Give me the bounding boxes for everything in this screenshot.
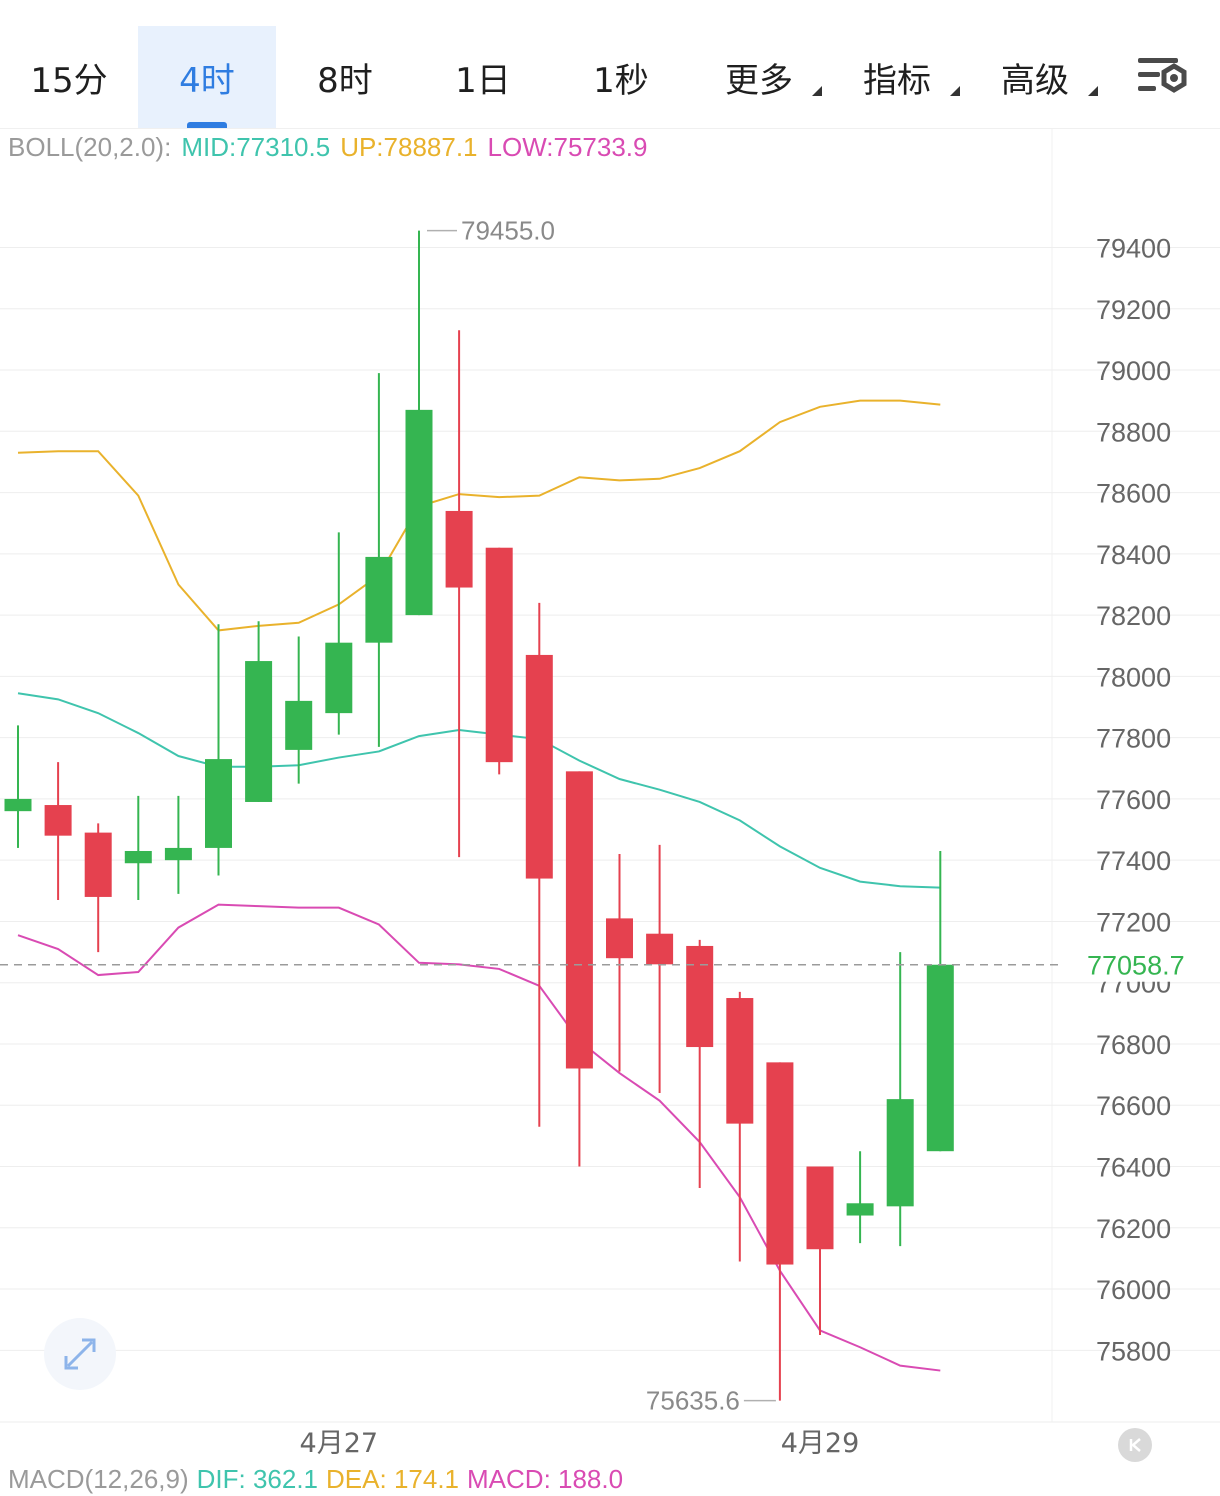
candle-body bbox=[846, 1203, 874, 1216]
candle-body bbox=[806, 1166, 834, 1250]
boll-legend-mid: MID:77310.5 bbox=[181, 132, 331, 162]
tab-0[interactable]: 15分 bbox=[0, 26, 138, 128]
candle-body bbox=[124, 850, 152, 864]
dropdown-caret-icon bbox=[950, 86, 960, 96]
tab-label: 4时 bbox=[179, 60, 235, 101]
y-tick-label: 77400 bbox=[1096, 846, 1171, 876]
y-tick-label: 78000 bbox=[1096, 662, 1171, 692]
candle-body bbox=[365, 556, 393, 643]
y-tick-label: 78400 bbox=[1096, 540, 1171, 570]
candle-body bbox=[565, 771, 593, 1069]
dropdown-caret-icon bbox=[812, 86, 822, 96]
macd-legend-dif: DIF: 362.1 bbox=[196, 1464, 319, 1494]
y-tick-label: 77800 bbox=[1096, 724, 1171, 754]
candle-body bbox=[164, 847, 192, 861]
candle-body bbox=[84, 832, 112, 897]
candle-body bbox=[205, 759, 232, 848]
min-price-label: 75635.6 bbox=[646, 1386, 740, 1416]
max-price-label: 79455.0 bbox=[461, 216, 555, 246]
tab-3[interactable]: 1日 bbox=[414, 26, 552, 128]
boll-mid-line bbox=[17, 692, 941, 889]
candle-body bbox=[405, 409, 433, 616]
boll-legend: BOLL(20,2.0): MID:77310.5 UP:78887.1 LOW:75… bbox=[8, 130, 657, 164]
boll-legend-low: LOW:75733.9 bbox=[487, 132, 648, 162]
candle-body bbox=[646, 933, 674, 965]
y-tick-label: 79000 bbox=[1096, 356, 1171, 386]
tab-7[interactable]: 高级 bbox=[966, 26, 1104, 128]
y-tick-label: 78800 bbox=[1096, 417, 1171, 447]
y-tick-label: 76400 bbox=[1096, 1153, 1171, 1183]
boll-up-line bbox=[17, 399, 941, 632]
candle-body bbox=[325, 642, 353, 714]
tab-label: 8时 bbox=[317, 60, 373, 101]
dropdown-caret-icon bbox=[1088, 86, 1098, 96]
candle-body bbox=[926, 964, 954, 1152]
candle-body bbox=[4, 798, 32, 812]
current-price-label: 77058.7 bbox=[1087, 951, 1185, 981]
y-tick-label: 75800 bbox=[1096, 1336, 1171, 1366]
macd-legend: MACD(12,26,9) DIF: 362.1 DEA: 174.1 MACD: 1… bbox=[8, 1462, 631, 1496]
y-tick-label: 76800 bbox=[1096, 1030, 1171, 1060]
candle-body bbox=[285, 700, 313, 750]
timeframe-tab-bar: 15分 4时 8时 1日 1秒 更多 指标 高级 bbox=[0, 0, 1220, 129]
skip-to-end-icon bbox=[1129, 1438, 1141, 1452]
candle-body bbox=[485, 547, 513, 763]
tab-label: 1日 bbox=[455, 60, 511, 101]
candle-body bbox=[445, 510, 473, 588]
candle-body bbox=[245, 661, 273, 802]
tab-6[interactable]: 指标 bbox=[828, 26, 966, 128]
y-tick-label: 78600 bbox=[1096, 479, 1171, 509]
tab-label: 指标 bbox=[863, 60, 931, 101]
y-tick-label: 79200 bbox=[1096, 295, 1171, 325]
y-tick-label: 79400 bbox=[1096, 234, 1171, 264]
boll-low-line bbox=[17, 903, 941, 1372]
expand-arrows-icon bbox=[64, 1338, 96, 1370]
macd-legend-macd: MACD: 188.0 bbox=[467, 1464, 624, 1494]
chart-settings-icon[interactable] bbox=[1130, 52, 1194, 104]
y-tick-label: 76000 bbox=[1096, 1275, 1171, 1305]
x-axis-label: 4月29 bbox=[781, 1428, 860, 1459]
candle-body bbox=[726, 998, 754, 1124]
tab-2[interactable]: 8时 bbox=[276, 26, 414, 128]
tab-label: 更多 bbox=[725, 60, 793, 101]
y-tick-label: 76200 bbox=[1096, 1214, 1171, 1244]
candle-body bbox=[886, 1099, 914, 1207]
scroll-to-latest-button[interactable] bbox=[1118, 1428, 1152, 1462]
candle-body bbox=[525, 654, 553, 879]
x-axis-label: 4月27 bbox=[300, 1428, 379, 1459]
y-tick-label: 78200 bbox=[1096, 601, 1171, 631]
tab-label: 1秒 bbox=[593, 60, 649, 101]
tab-5[interactable]: 更多 bbox=[690, 26, 828, 128]
tab-1[interactable]: 4时 bbox=[138, 26, 276, 128]
tab-label: 15分 bbox=[30, 60, 108, 101]
tab-4[interactable]: 1秒 bbox=[552, 26, 690, 128]
macd-legend-name: MACD(12,26,9) bbox=[8, 1464, 189, 1494]
y-tick-label: 77600 bbox=[1096, 785, 1171, 815]
y-tick-label: 76600 bbox=[1096, 1091, 1171, 1121]
boll-legend-name: BOLL(20,2.0): bbox=[8, 132, 172, 162]
expand-chart-button[interactable] bbox=[44, 1318, 116, 1390]
y-tick-label: 77200 bbox=[1096, 907, 1171, 937]
active-tab-indicator bbox=[187, 122, 227, 128]
macd-legend-dea: DEA: 174.1 bbox=[326, 1464, 460, 1494]
tab-label: 高级 bbox=[1001, 60, 1069, 101]
candle-body bbox=[44, 805, 72, 836]
candle-body bbox=[606, 918, 633, 959]
candle-body bbox=[686, 945, 714, 1048]
candle-body bbox=[766, 1062, 794, 1265]
current-price-label-bg bbox=[1060, 947, 1220, 982]
boll-legend-up: UP:78887.1 bbox=[340, 132, 478, 162]
